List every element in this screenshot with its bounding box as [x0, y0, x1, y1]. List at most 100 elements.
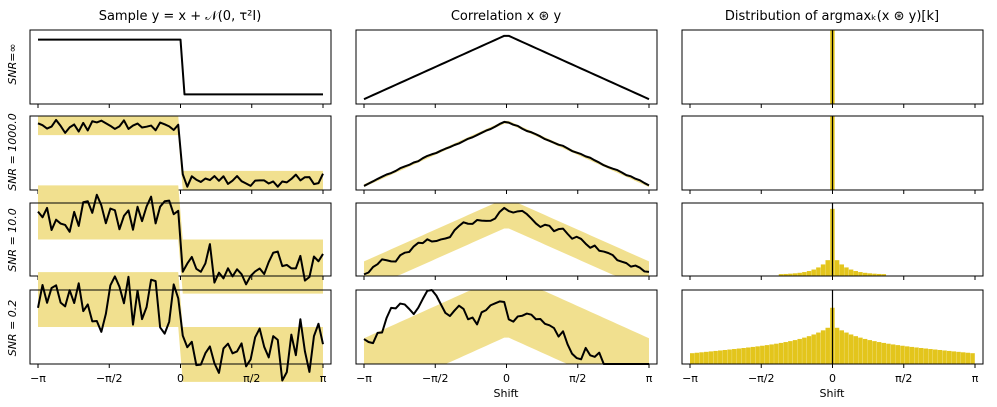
x-axis-label-histogram: Shift	[819, 387, 845, 400]
x-tick-label-c2-0: −π	[682, 372, 698, 385]
hist-bar-row-2-bin-29	[825, 260, 830, 276]
hist-bar-row-3-bin-15	[760, 345, 765, 364]
hist-bar-row-3-bin-9	[732, 349, 737, 364]
correlation-line-row-0	[363, 34, 650, 101]
hist-bar-row-3-bin-27	[816, 332, 821, 364]
x-tick-label-c2-4: π	[972, 372, 979, 385]
hist-bar-row-3-bin-60	[970, 353, 975, 364]
hist-bar-row-3-bin-59	[965, 352, 971, 364]
hist-bar-row-3-bin-51	[928, 349, 933, 364]
hist-bar-row-2-bin-22	[792, 273, 798, 276]
row-label-snr-10: SNR = 10.0	[6, 208, 19, 272]
hist-bar-row-2-bin-34	[848, 269, 854, 276]
correlation-band-row-2	[364, 203, 649, 276]
x-tick-label-c0-1: −π/2	[96, 372, 123, 385]
row-label-snr-inf: SNR=∞	[6, 43, 19, 84]
x-tick-label-c1-1: −π/2	[422, 372, 449, 385]
hist-bar-row-3-bin-54	[942, 350, 947, 364]
hist-bar-row-3-bin-34	[848, 334, 854, 364]
hist-bar-row-3-bin-1	[694, 352, 700, 364]
correlation-line-row-1	[363, 120, 650, 187]
x-tick-label-c2-3: π/2	[895, 372, 912, 385]
hist-bar-row-2-bin-25	[806, 271, 812, 276]
hist-bar-row-3-bin-35	[853, 336, 858, 364]
panel-frame-r0-c1	[355, 29, 658, 105]
hist-bar-row-3-bin-12	[746, 347, 751, 364]
hist-bar-row-3-bin-21	[788, 341, 793, 364]
correlation-band-row-1	[364, 120, 649, 188]
hist-bar-row-2-bin-36	[858, 272, 863, 276]
hist-bar-row-3-bin-36	[858, 337, 863, 364]
hist-bar-row-3-bin-7	[722, 349, 728, 364]
x-tick-label-c1-3: π/2	[569, 372, 586, 385]
sample-line-row-2	[37, 193, 324, 286]
hist-bar-row-3-bin-40	[876, 342, 882, 364]
hist-bar-row-2-bin-28	[820, 264, 826, 276]
hist-bar-row-2-bin-39	[872, 273, 877, 276]
hist-bar-row-2-bin-40	[876, 273, 882, 276]
hist-bar-row-3-bin-26	[811, 334, 816, 364]
hist-bar-row-3-bin-18	[774, 343, 779, 364]
hist-bar-row-3-bin-6	[718, 350, 723, 364]
hist-bar-row-3-bin-16	[764, 345, 770, 364]
hist-bar-row-3-bin-38	[867, 340, 873, 364]
hist-bar-row-3-bin-57	[956, 351, 961, 364]
hist-bar-row-3-bin-58	[960, 352, 966, 364]
hist-bar-row-3-bin-33	[844, 332, 849, 364]
hist-bar-row-3-bin-13	[750, 346, 756, 364]
hist-bar-row-3-bin-2	[699, 352, 704, 364]
hist-bar-row-2-bin-31	[834, 260, 840, 276]
hist-bar-row-3-bin-55	[946, 350, 952, 364]
hist-bar-row-3-bin-8	[727, 349, 732, 364]
x-tick-label-c0-0: −π	[30, 372, 46, 385]
x-tick-label-c0-4: π	[320, 372, 327, 385]
panels: −π −π/2 0 π/2 π −π −π/2 0 π/2 π −π −π/2 0 π/2 π	[29, 29, 984, 385]
hist-bar-row-3-bin-24	[802, 337, 807, 364]
hist-bar-row-3-bin-45	[900, 345, 905, 364]
hist-bar-row-3-bin-43	[890, 344, 896, 364]
hist-bar-row-3-bin-41	[881, 342, 887, 364]
hist-bar-row-2-bin-35	[853, 271, 858, 276]
hist-bar-row-3-bin-39	[872, 341, 877, 364]
hist-bar-row-3-bin-25	[806, 336, 812, 364]
hist-bar-row-2-bin-41	[881, 274, 887, 276]
hist-bar-row-2-bin-24	[802, 272, 807, 276]
hist-bar-row-3-bin-23	[797, 338, 802, 364]
hist-bar-row-3-bin-46	[904, 346, 910, 364]
sample-line-row-3	[37, 275, 324, 382]
column-title-sample: Sample y = x + 𝒩(0, τ²I)	[99, 9, 262, 24]
column-title-histogram: Distribution of argmaxₖ(x ⊛ y)[k]	[725, 9, 939, 24]
hist-bar-row-2-bin-27	[816, 267, 821, 276]
hist-bar-row-3-bin-5	[713, 350, 718, 364]
hist-bar-row-3-bin-29	[825, 327, 830, 364]
x-tick-label-c0-3: π/2	[243, 372, 260, 385]
hist-bar-row-3-bin-0	[690, 353, 695, 364]
correlation-line-row-2	[363, 206, 650, 276]
hist-bar-row-2-bin-26	[811, 269, 816, 276]
hist-bar-row-3-bin-42	[886, 343, 891, 364]
hist-bar-row-2-bin-37	[862, 272, 868, 276]
row-label-snr-1000: SNR = 1000.0	[6, 113, 19, 191]
sample-line-snr-inf	[38, 38, 323, 96]
hist-bar-row-2-bin-21	[788, 273, 793, 276]
hist-bar-row-3-bin-53	[937, 349, 943, 364]
hist-bar-row-3-bin-19	[778, 342, 784, 364]
row-label-snr-0-2: SNR = 0.2	[6, 300, 19, 357]
hist-bar-row-3-bin-50	[923, 348, 929, 364]
panel-frame-r1-c1	[355, 115, 658, 191]
hist-bar-row-3-bin-28	[820, 330, 826, 364]
hist-bar-row-2-bin-19	[778, 274, 784, 276]
hist-bar-row-3-bin-4	[708, 351, 714, 364]
hist-bar-row-2-bin-23	[797, 272, 802, 276]
correlation-band-row-3	[364, 290, 649, 364]
hist-bar-row-3-bin-14	[755, 346, 760, 364]
hist-bar-row-3-bin-52	[932, 349, 938, 364]
hist-bar-row-3-bin-37	[862, 338, 868, 364]
x-axis-label-correlation: Shift	[493, 387, 519, 400]
hist-bar-row-3-bin-48	[914, 347, 919, 364]
hist-bar-row-3-bin-32	[839, 330, 844, 364]
hist-bar-row-3-bin-11	[741, 348, 746, 364]
hist-bar-row-3-bin-44	[895, 345, 901, 364]
x-tick-label-c1-0: −π	[356, 372, 372, 385]
